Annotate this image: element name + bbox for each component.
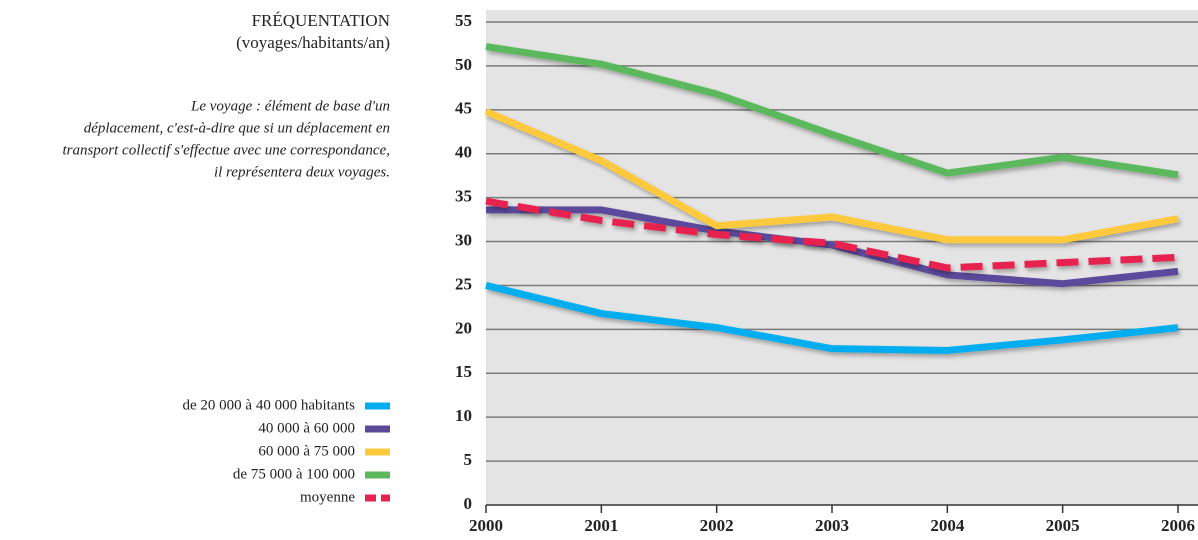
x-tick-label: 2004 — [930, 516, 965, 535]
annotation: transport collectif s'effectue avec une … — [62, 142, 390, 158]
y-tick-label: 35 — [455, 187, 472, 206]
y-tick-label: 50 — [455, 55, 472, 74]
x-tick-label: 2006 — [1161, 516, 1195, 535]
x-tick-label: 2005 — [1046, 516, 1080, 535]
plot-background — [486, 10, 1198, 505]
annotation: il représentera deux voyages. — [214, 164, 390, 180]
y-tick-label: 15 — [455, 362, 472, 381]
y-tick-label: 20 — [455, 318, 472, 337]
chart-subtitle: (voyages/habitants/an) — [236, 33, 390, 52]
x-tick-label: 2002 — [700, 516, 734, 535]
x-tick-label: 2000 — [469, 516, 503, 535]
y-tick-label: 30 — [455, 230, 472, 249]
y-tick-label: 5 — [464, 450, 473, 469]
y-tick-label: 0 — [464, 494, 473, 513]
legend-label: de 20 000 à 40 000 habitants — [183, 397, 356, 413]
legend-label: 40 000 à 60 000 — [258, 420, 355, 436]
y-tick-label: 10 — [455, 406, 472, 425]
annotation: déplacement, c'est-à-dire que si un dépl… — [84, 120, 390, 136]
series-line — [486, 206, 1179, 288]
y-tick-label: 55 — [455, 11, 472, 30]
x-tick-label: 2003 — [815, 516, 849, 535]
annotation: Le voyage : élément de base d'un — [190, 98, 390, 114]
legend-label: 60 000 à 75 000 — [258, 443, 355, 459]
y-tick-label: 40 — [455, 143, 472, 162]
y-tick-label: 25 — [455, 274, 472, 293]
series-line — [485, 197, 1179, 272]
chart-title: FRÉQUENTATION — [252, 11, 390, 30]
series-line — [485, 43, 1179, 179]
series-line — [484, 108, 1179, 244]
y-tick-label: 45 — [455, 99, 472, 118]
series-line — [485, 282, 1179, 354]
legend-label: moyenne — [300, 489, 355, 505]
legend-label: de 75 000 à 100 000 — [233, 466, 355, 482]
x-tick-label: 2001 — [584, 516, 618, 535]
